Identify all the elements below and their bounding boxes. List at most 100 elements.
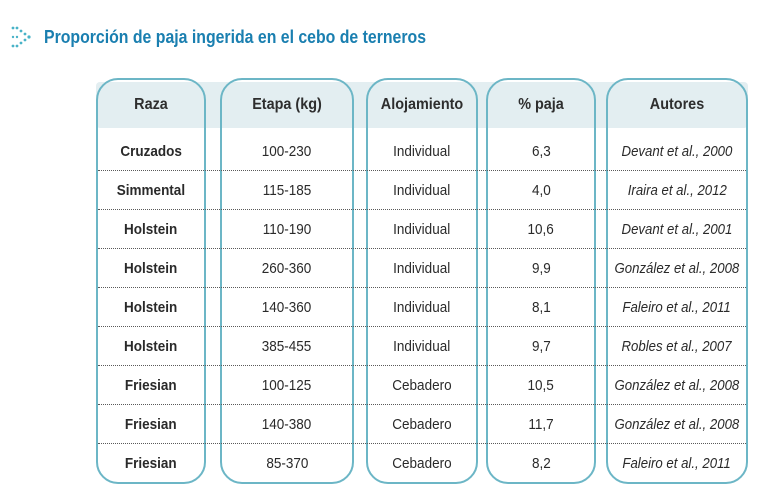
cell-autores: Devant et al., 2001 [606,210,748,249]
cell-paja: 9,9 [486,249,596,288]
cell-etapa-text: 140-380 [262,416,312,433]
header-paja: % paja [518,96,564,113]
column-frame-paja [486,78,596,484]
row-divider [98,365,746,366]
cell-alojamiento-text: Individual [393,260,451,277]
cell-raza: Friesian [96,366,206,405]
cell-raza-text: Friesian [125,416,177,433]
header-etapa: Etapa (kg) [252,96,322,113]
cell-alojamiento: Individual [366,327,478,366]
row-divider [98,287,746,288]
cell-alojamiento-text: Cebadero [392,377,452,394]
header-raza: Raza [134,96,168,113]
row-divider [98,209,746,210]
cell-alojamiento: Individual [366,249,478,288]
cell-paja: 8,1 [486,288,596,327]
cell-etapa: 100-230 [220,132,354,171]
table-row: Holstein 260-360 Individual 9,9 González et … [96,249,748,288]
cell-autores-text: Devant et al., 2001 [621,221,733,238]
cell-autores-text: González et al., 2008 [614,416,740,433]
cell-autores: Faleiro et al., 2011 [606,288,748,327]
cell-autores-text: González et al., 2008 [614,377,740,394]
cell-raza-text: Holstein [124,338,178,355]
cell-autores-text: Robles et al., 2007 [621,338,733,355]
title-row: Proporción de paja ingerida en el cebo d… [10,24,478,50]
cell-alojamiento-text: Individual [393,299,451,316]
data-table: Raza Etapa (kg) Alojamiento % paja Autor… [96,78,752,486]
cell-alojamiento-text: Individual [393,143,451,160]
cell-etapa-text: 385-455 [262,338,312,355]
cell-raza: Friesian [96,405,206,444]
cell-paja-text: 10,5 [527,377,555,394]
cell-etapa-text: 100-125 [262,377,312,394]
cell-etapa: 140-360 [220,288,354,327]
cell-etapa-text: 100-230 [262,143,312,160]
chevron-dots-icon [11,26,31,48]
row-divider [98,404,746,405]
cell-autores: Faleiro et al., 2011 [606,444,748,483]
cell-etapa: 100-125 [220,366,354,405]
cell-raza-text: Holstein [124,260,178,277]
cell-autores: Iraira et al., 2012 [606,171,748,210]
cell-raza-text: Holstein [124,299,178,316]
cell-raza-text: Holstein [124,221,178,238]
cell-alojamiento: Individual [366,171,478,210]
cell-paja-text: 9,9 [531,260,551,277]
cell-alojamiento: Individual [366,132,478,171]
page-title: Proporción de paja ingerida en el cebo d… [44,26,427,47]
cell-autores-text: Faleiro et al., 2011 [622,299,732,316]
cell-paja-text: 6,3 [531,143,551,160]
table-row: Cruzados 100-230 Individual 6,3 Devant et al… [96,132,748,171]
cell-paja-text: 4,0 [531,182,551,199]
cell-paja-text: 9,7 [531,338,551,355]
cell-alojamiento: Individual [366,210,478,249]
cell-etapa-text: 85-370 [265,455,309,472]
cell-autores: Robles et al., 2007 [606,327,748,366]
cell-alojamiento: Cebadero [366,444,478,483]
column-frame-alojamiento [366,78,478,484]
cell-etapa-text: 110-190 [262,221,312,238]
table-row: Simmental 115-185 Individual 4,0 Iraira et a… [96,171,748,210]
header-autores: Autores [649,96,705,113]
cell-etapa: 385-455 [220,327,354,366]
cell-autores-text: Iraira et al., 2012 [627,182,727,199]
cell-raza: Holstein [96,249,206,288]
cell-raza: Holstein [96,288,206,327]
row-divider [98,326,746,327]
cell-paja-text: 10,6 [527,221,555,238]
cell-etapa: 115-185 [220,171,354,210]
cell-raza: Friesian [96,444,206,483]
cell-autores-text: Devant et al., 2000 [621,143,733,160]
cell-raza: Holstein [96,210,206,249]
column-frame-raza [96,78,206,484]
row-divider [98,248,746,249]
cell-etapa: 85-370 [220,444,354,483]
cell-paja: 10,6 [486,210,596,249]
cell-autores-text: González et al., 2008 [614,260,740,277]
cell-autores: Devant et al., 2000 [606,132,748,171]
row-divider [98,443,746,444]
cell-alojamiento-text: Individual [393,221,451,238]
header-alojamiento: Alojamiento [380,96,464,113]
cell-autores-text: Faleiro et al., 2011 [622,455,732,472]
cell-alojamiento-text: Cebadero [392,455,452,472]
cell-raza-text: Cruzados [120,143,182,160]
cell-paja-text: 11,7 [528,416,554,433]
cell-alojamiento-text: Cebadero [392,416,452,433]
cell-paja: 8,2 [486,444,596,483]
cell-paja-text: 8,1 [531,299,551,316]
cell-alojamiento-text: Individual [393,338,451,355]
cell-raza: Cruzados [96,132,206,171]
cell-etapa-text: 140-360 [262,299,312,316]
cell-paja: 4,0 [486,171,596,210]
cell-raza-text: Friesian [125,377,177,394]
column-frame-etapa [220,78,354,484]
column-frame-autores [606,78,748,484]
table-row: Friesian 140-380 Cebadero 11,7 González et a… [96,405,748,444]
cell-etapa: 140-380 [220,405,354,444]
cell-autores: González et al., 2008 [606,366,748,405]
cell-etapa-text: 260-360 [262,260,312,277]
table-row: Holstein 385-455 Individual 9,7 Robles et al… [96,327,748,366]
cell-alojamiento: Cebadero [366,405,478,444]
cell-autores: González et al., 2008 [606,405,748,444]
